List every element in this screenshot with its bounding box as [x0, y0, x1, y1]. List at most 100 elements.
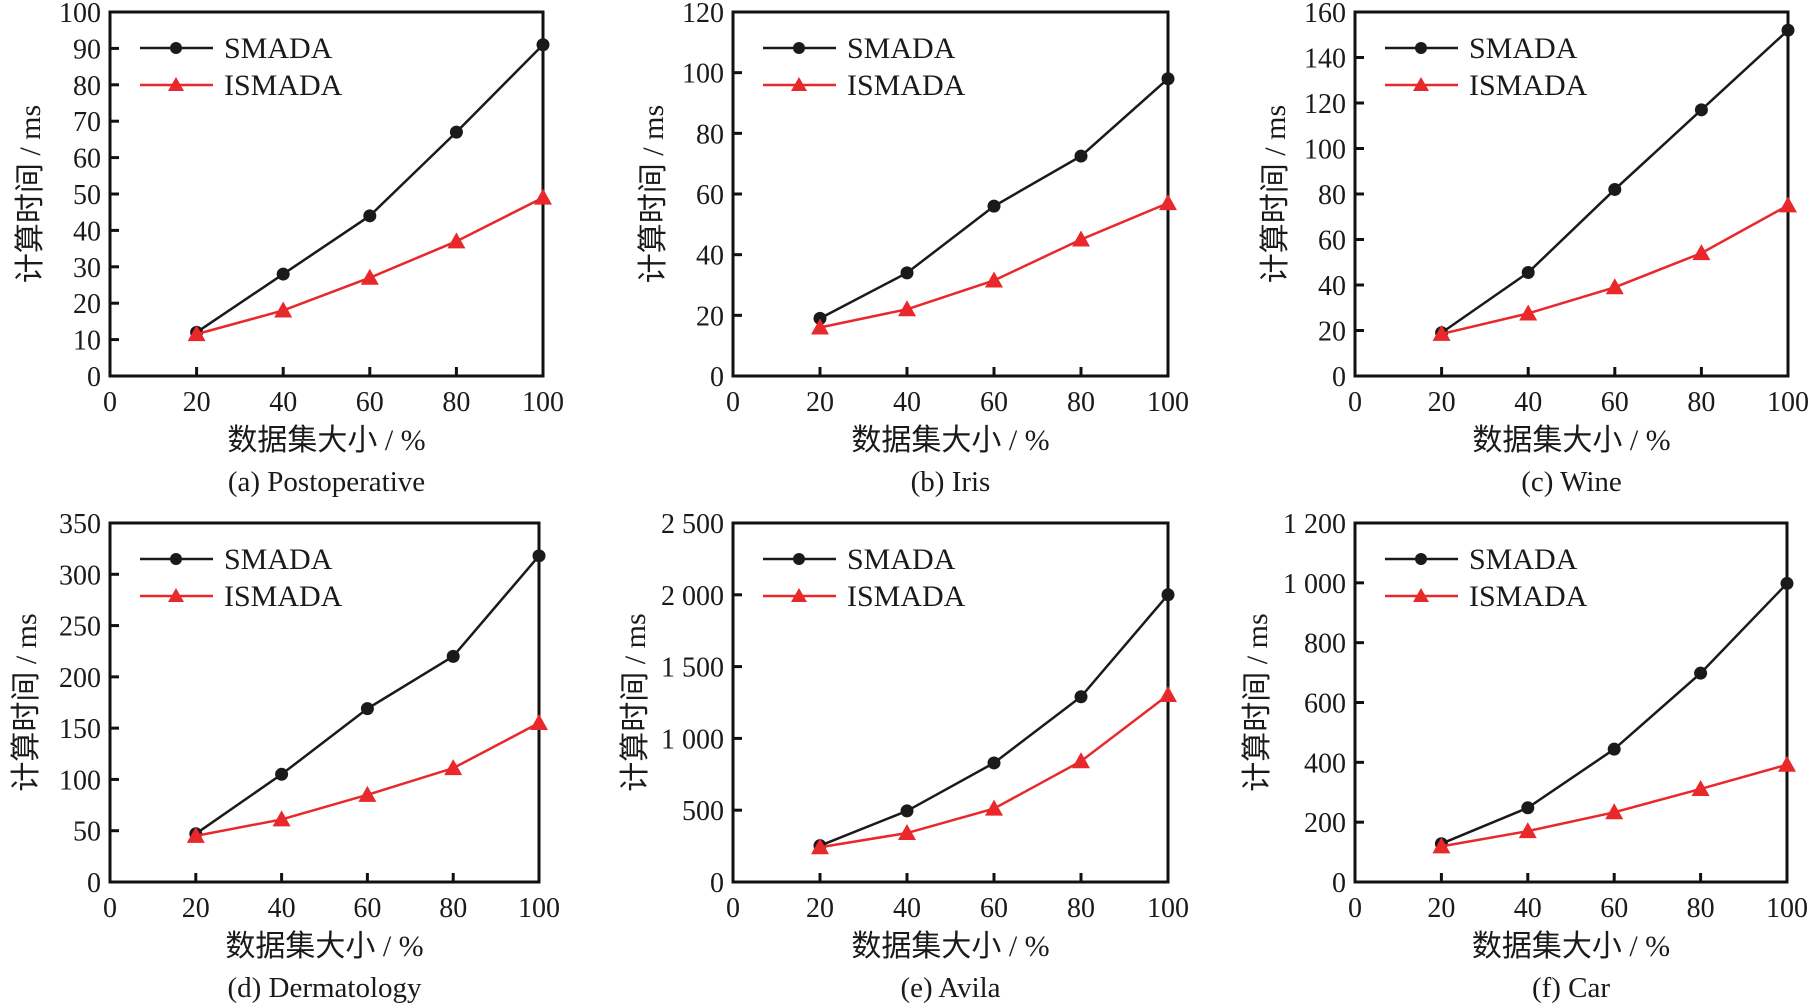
data-point-smada — [900, 266, 914, 280]
data-point-ismada — [186, 826, 205, 843]
data-point-ismada — [985, 271, 1003, 288]
series-line-ismada — [195, 721, 540, 838]
data-point-ismada — [811, 838, 829, 855]
legend-label-ismada: ISMADA — [847, 69, 966, 102]
y-axis-title: 计算时间 / ms — [14, 105, 47, 283]
panel-caption: (f) Car — [1532, 972, 1610, 1004]
x-tick-label: 40 — [1514, 893, 1542, 924]
data-point-ismada — [444, 759, 463, 776]
data-point-smada — [987, 199, 1001, 213]
panel-caption: (d) Dermatology — [227, 972, 422, 1004]
legend: SMADA ISMADA — [1385, 32, 1588, 102]
x-tick-label: 0 — [103, 387, 117, 418]
data-point-ismada — [898, 824, 916, 841]
data-point-ismada — [534, 188, 552, 205]
data-point-ismada — [1072, 752, 1090, 769]
y-tick-label: 100 — [682, 59, 724, 90]
x-axis-title: 数据集大小 / % — [1472, 424, 1670, 457]
data-point-smada — [900, 804, 914, 818]
y-tick-label: 40 — [696, 241, 724, 272]
data-point-ismada — [1159, 194, 1177, 211]
y-tick-label: 50 — [73, 180, 101, 211]
data-point-smada — [360, 702, 374, 716]
legend-marker-triangle-icon — [1413, 77, 1429, 91]
data-point-smada — [449, 125, 463, 139]
plot-frame — [108, 521, 541, 884]
data-point-ismada — [1605, 278, 1624, 295]
y-tick-label: 2 000 — [661, 581, 724, 612]
chart-panel-c: 0 20 40 60 80 100 120 140 160 0 20 40 60 80 100 数据集大小 /… — [1259, 0, 1809, 498]
data-point-ismada — [1691, 779, 1710, 796]
x-tick-label: 60 — [980, 893, 1008, 924]
series-line-ismada — [1441, 204, 1789, 336]
data-point-ismada — [272, 810, 291, 827]
data-point-smada — [1694, 103, 1708, 117]
data-point-ismada — [1779, 196, 1797, 213]
x-tick-label: 20 — [806, 893, 834, 924]
y-tick-label: 0 — [87, 868, 101, 899]
data-point-smada — [1781, 23, 1795, 37]
y-tick-label: 150 — [59, 714, 101, 745]
y-tick-label: 70 — [73, 107, 101, 138]
y-tick-label: 1 200 — [1283, 509, 1346, 540]
x-tick-label: 20 — [1427, 893, 1455, 924]
data-point-ismada — [274, 301, 293, 318]
x-tick-label: 100 — [1767, 387, 1809, 418]
data-point-ismada — [1159, 686, 1177, 703]
y-tick-label: 90 — [73, 34, 101, 65]
y-axis-title: 计算时间 / ms — [1259, 105, 1292, 283]
legend-marker-circle-icon — [170, 42, 182, 54]
data-point-ismada — [360, 268, 379, 285]
y-tick-label: 20 — [696, 301, 724, 332]
legend-marker-triangle-icon — [791, 77, 807, 91]
data-point-smada — [1161, 588, 1175, 602]
data-point-smada — [813, 311, 827, 325]
y-tick-label: 100 — [1304, 135, 1346, 166]
legend-marker-triangle-icon — [1413, 588, 1429, 602]
x-tick-label: 80 — [439, 893, 467, 924]
x-tick-label: 60 — [980, 387, 1008, 418]
y-tick-label: 30 — [73, 253, 101, 284]
x-tick-label: 20 — [182, 893, 210, 924]
plot-frame — [1353, 521, 1789, 884]
y-tick-label: 1 000 — [1283, 569, 1346, 600]
data-point-smada — [276, 267, 290, 281]
y-tick-label: 120 — [1304, 89, 1346, 120]
legend-label-smada: SMADA — [847, 32, 956, 65]
x-tick-label: 80 — [1687, 387, 1715, 418]
legend-label-ismada: ISMADA — [1469, 69, 1588, 102]
y-tick-label: 80 — [73, 71, 101, 102]
data-point-smada — [1521, 265, 1535, 279]
legend-label-smada: SMADA — [847, 543, 956, 576]
legend: SMADA ISMADA — [140, 32, 343, 102]
data-point-ismada — [447, 232, 466, 249]
chart-panel-e: 0 500 1 000 1 500 2 000 2 500 0 20 40 60 80 100 数据集大… — [619, 509, 1189, 1004]
x-axis-title: 数据集大小 / % — [851, 424, 1049, 457]
y-tick-label: 400 — [1304, 748, 1346, 779]
y-tick-label: 500 — [682, 796, 724, 827]
y-axis-title: 计算时间 / ms — [619, 613, 652, 791]
plot-frame — [731, 10, 1170, 378]
y-tick-label: 20 — [1318, 317, 1346, 348]
y-tick-label: 200 — [1304, 808, 1346, 839]
legend-marker-triangle-icon — [168, 588, 184, 602]
x-tick-label: 80 — [1687, 893, 1715, 924]
data-point-ismada — [358, 785, 377, 802]
x-tick-label: 0 — [726, 387, 740, 418]
x-axis-title: 数据集大小 / % — [851, 930, 1049, 963]
y-tick-label: 2 500 — [661, 509, 724, 540]
legend-marker-circle-icon — [793, 553, 805, 565]
data-point-smada — [1780, 576, 1794, 590]
data-point-ismada — [898, 300, 916, 317]
plot-frame — [1353, 10, 1790, 378]
data-point-ismada — [811, 318, 829, 335]
x-tick-label: 20 — [183, 387, 211, 418]
y-tick-label: 140 — [1304, 44, 1346, 75]
x-tick-label: 40 — [268, 893, 296, 924]
y-tick-label: 80 — [696, 119, 724, 150]
x-tick-label: 100 — [1147, 387, 1189, 418]
panel-caption: (c) Wine — [1521, 466, 1622, 498]
legend-label-ismada: ISMADA — [224, 580, 343, 613]
y-tick-label: 120 — [682, 0, 724, 29]
